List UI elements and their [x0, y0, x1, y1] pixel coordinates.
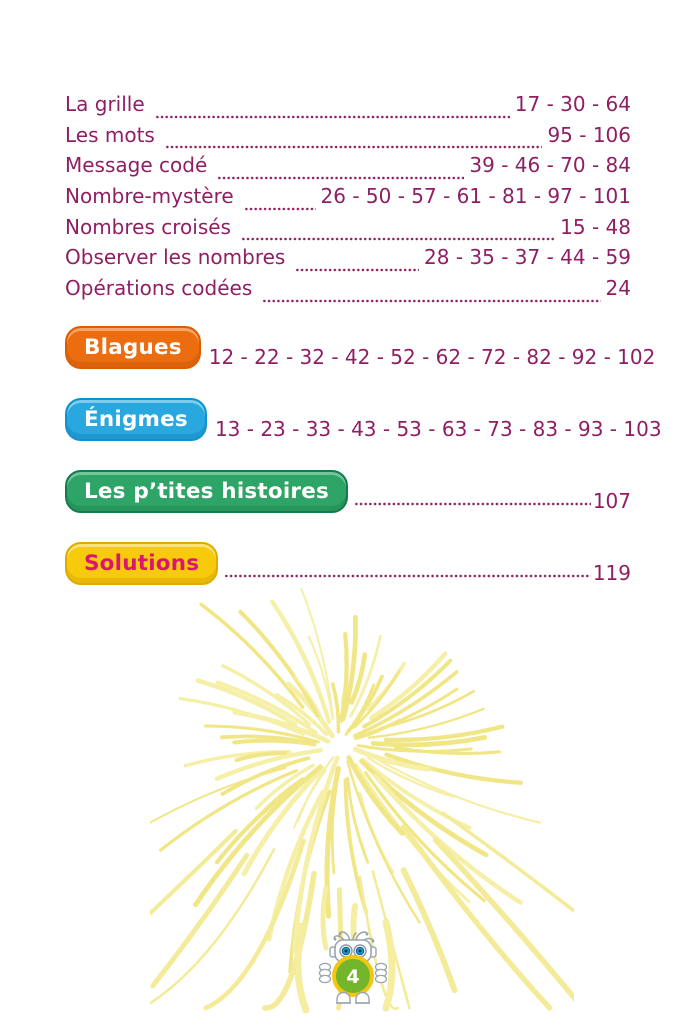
section-row-solutions: Solutions 119	[65, 542, 631, 585]
section-row-enigmes: Énigmes 13 - 23 - 33 - 43 - 53 - 63 - 73…	[65, 398, 662, 441]
dot-leader	[217, 175, 465, 182]
toc-entry-pages: 17 - 30 - 64	[514, 92, 631, 116]
toc-entry-label: Les mots	[65, 122, 155, 147]
section-pages-enigmes: 13 - 23 - 33 - 43 - 53 - 63 - 73 - 83 - …	[214, 417, 662, 441]
section-badge-histoires: Les p’tites histoires	[65, 470, 348, 513]
page-number: 4	[346, 966, 359, 988]
toc-entry-pages: 26 - 50 - 57 - 61 - 81 - 97 - 101	[320, 184, 631, 209]
toc-entry-pages: 24	[605, 276, 631, 301]
page-number-disc	[332, 955, 374, 997]
dot-leader	[224, 573, 591, 579]
dot-leader	[154, 113, 510, 120]
toc-entry: Nombre-mystère 26 - 50 - 57 - 61 - 81 - …	[65, 184, 631, 215]
section-pages-solutions: 119	[592, 561, 631, 585]
section-pages-histoires: 107	[592, 489, 631, 513]
dot-leader	[243, 205, 316, 212]
toc-entry-pages: 95 - 106	[547, 122, 631, 147]
toc-entry-label: Opérations codées	[65, 276, 253, 301]
table-of-contents: La grille 17 - 30 - 64 Les mots 95 - 106…	[65, 92, 631, 307]
dot-leader	[262, 297, 601, 304]
toc-entry: Les mots 95 - 106	[65, 123, 631, 154]
toc-entry-label: La grille	[65, 92, 145, 116]
robot-feet-icon	[336, 991, 370, 1004]
toc-entry: La grille 17 - 30 - 64	[65, 92, 631, 123]
toc-entry: Nombres croisés 15 - 48	[65, 215, 631, 246]
toc-entry-label: Message codé	[65, 153, 208, 178]
toc-entry: Message codé 39 - 46 - 70 - 84	[65, 153, 631, 184]
toc-entry-pages: 39 - 46 - 70 - 84	[469, 153, 631, 178]
robot-hands-icon	[318, 962, 388, 984]
fireworks-illustration	[150, 588, 574, 1014]
robot-mascot: 4	[318, 931, 388, 1004]
section-badge-blagues: Blagues	[65, 326, 201, 369]
toc-entry-pages: 28 - 35 - 37 - 44 - 59	[424, 245, 631, 270]
toc-entry-label: Observer les nombres	[65, 245, 286, 270]
dot-leader	[295, 267, 420, 274]
toc-entry-pages: 15 - 48	[560, 214, 631, 239]
section-pages-blagues: 12 - 22 - 32 - 42 - 52 - 62 - 72 - 82 - …	[208, 345, 656, 369]
toc-entry-label: Nombres croisés	[65, 214, 231, 239]
section-badge-solutions: Solutions	[65, 542, 219, 585]
toc-entry: Opérations codées 24	[65, 276, 631, 307]
dot-leader	[164, 144, 543, 151]
section-row-blagues: Blagues 12 - 22 - 32 - 42 - 52 - 62 - 72…	[65, 326, 655, 369]
dot-leader	[353, 501, 591, 507]
robot-eyes-icon	[339, 944, 367, 958]
section-row-histoires: Les p’tites histoires 107	[65, 470, 631, 513]
dot-leader	[240, 236, 556, 243]
section-badge-enigmes: Énigmes	[65, 398, 207, 441]
toc-entry-label: Nombre-mystère	[65, 184, 234, 209]
toc-entry: Observer les nombres 28 - 35 - 37 - 44 -…	[65, 245, 631, 276]
